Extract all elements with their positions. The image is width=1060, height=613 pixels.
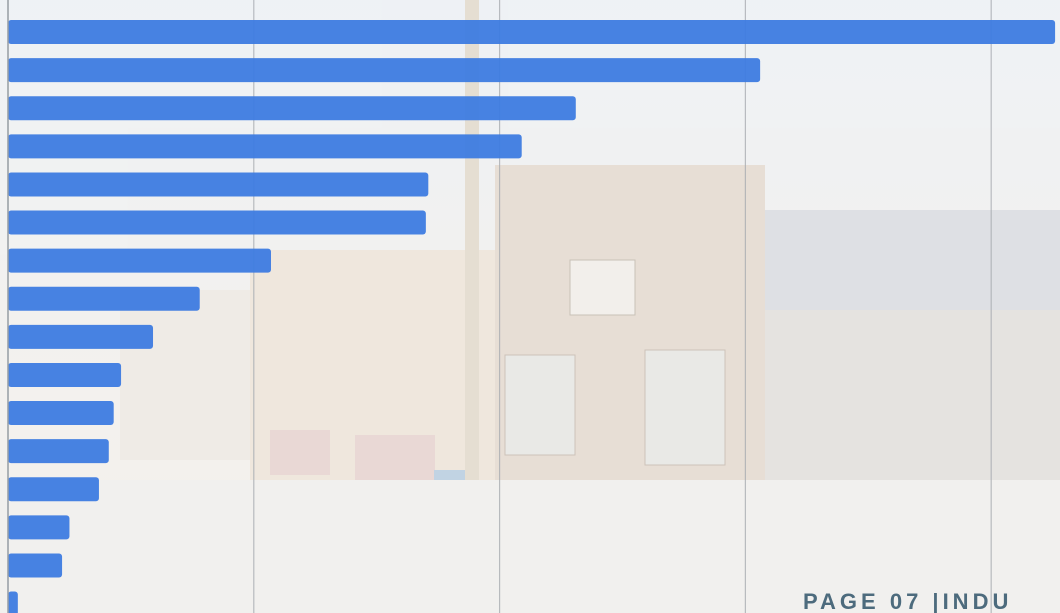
bar [8, 477, 99, 501]
bar [8, 20, 1055, 44]
bar [8, 58, 760, 82]
bar [8, 553, 62, 577]
bar [8, 249, 271, 273]
bar [8, 211, 426, 235]
page: PAGE 07 |INDU [0, 0, 1060, 613]
bar [8, 96, 576, 120]
bar [8, 439, 109, 463]
bar [8, 363, 121, 387]
bar [8, 172, 428, 196]
page-footer: PAGE 07 |INDU [803, 589, 1012, 613]
bar [8, 401, 114, 425]
bar [8, 325, 153, 349]
bar [8, 134, 522, 158]
bar [8, 287, 200, 311]
bar [8, 515, 69, 539]
bar [8, 592, 18, 613]
